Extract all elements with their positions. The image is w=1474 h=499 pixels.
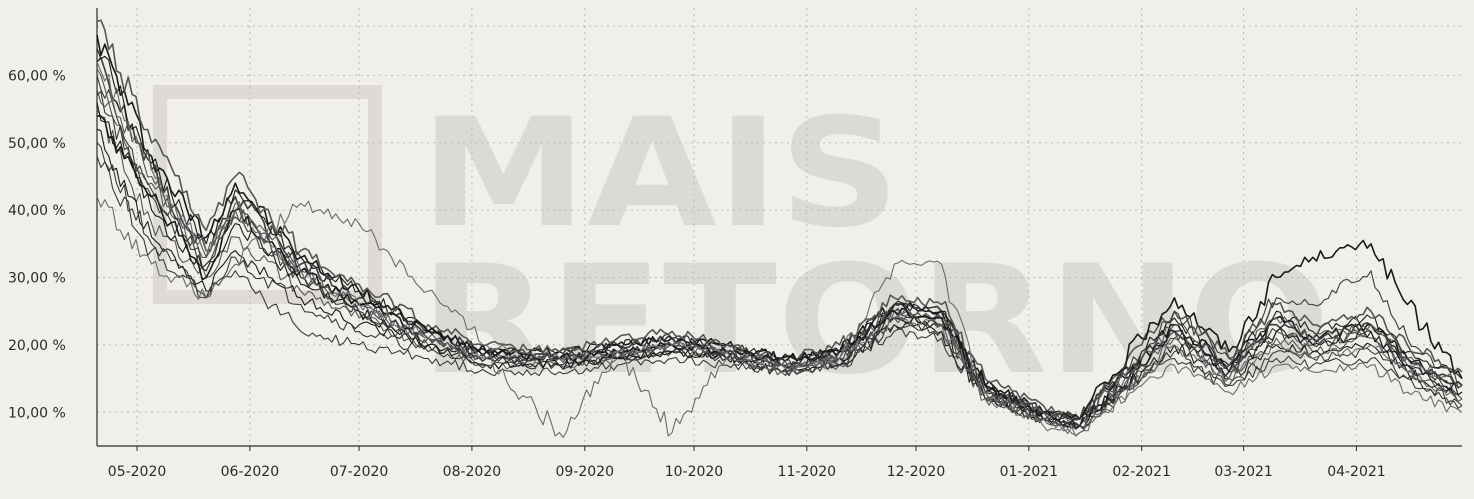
watermark-line-2: RETORNO (420, 234, 1330, 408)
x-tick-label: 12-2020 (887, 464, 946, 480)
series-line-13 (96, 115, 1463, 421)
y-tick-label: 30,00 % (8, 271, 66, 287)
y-tick-label: 60,00 % (8, 68, 66, 84)
x-tick-label: 01-2021 (1000, 464, 1059, 480)
y-tick-label: 10,00 % (8, 405, 66, 421)
x-tick-label: 07-2020 (330, 464, 389, 480)
series-line-15 (96, 196, 1463, 437)
x-tick-label: 06-2020 (221, 464, 280, 480)
y-tick-label: 40,00 % (8, 203, 66, 219)
x-tick-label: 02-2021 (1112, 464, 1171, 480)
x-tick-label: 08-2020 (443, 464, 502, 480)
series-line-14 (96, 90, 1463, 420)
watermark-logo-frame (153, 85, 382, 304)
x-tick-label: 09-2020 (556, 464, 615, 480)
y-tick-label: 20,00 % (8, 338, 66, 354)
series-lines (96, 19, 1463, 438)
series-line-7 (96, 48, 1463, 421)
x-tick-label: 05-2020 (108, 464, 167, 480)
x-tick-label: 10-2020 (665, 464, 724, 480)
series-line-11 (96, 156, 1463, 429)
series-line-16 (96, 61, 1463, 438)
x-tick-label: 11-2020 (778, 464, 837, 480)
x-axis: 05-2020 06-2020 07-2020 08-2020 09-2020 10-20… (97, 445, 1462, 480)
y-axis: 10,00 % 20,00 % 30,00 % 40,00 % 50,00 % 60,00… (8, 8, 98, 446)
y-tick-label: 50,00 % (8, 136, 66, 152)
watermark: MAIS RETORNO (153, 85, 1330, 408)
watermark-line-1: MAIS (420, 87, 900, 261)
grid (97, 8, 1462, 446)
x-tick-label: 03-2021 (1214, 464, 1273, 480)
x-tick-label: 04-2021 (1327, 464, 1386, 480)
